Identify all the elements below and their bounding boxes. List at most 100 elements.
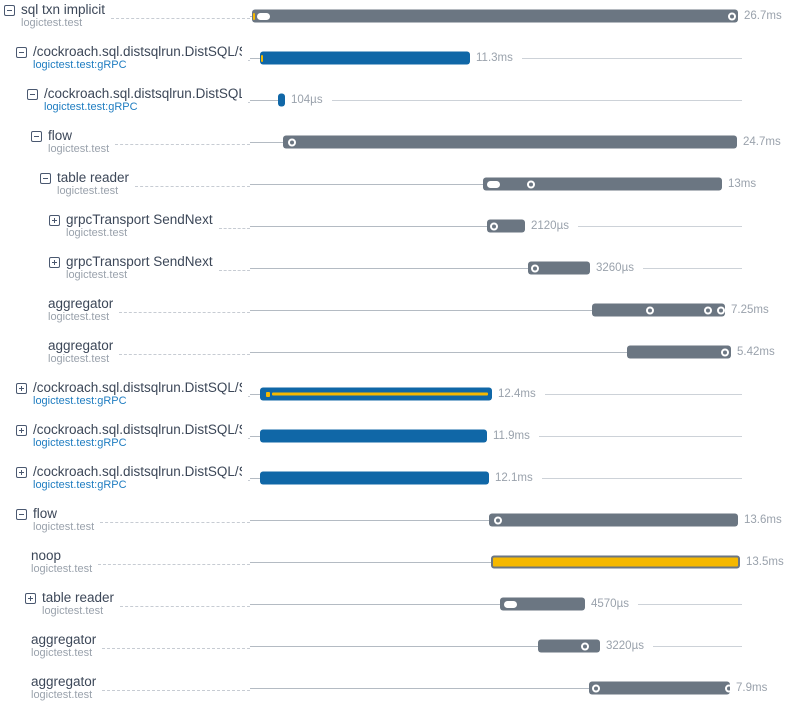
span-title: noop <box>31 548 62 563</box>
span-bar[interactable] <box>589 681 733 695</box>
span-label[interactable]: flow logictest.test <box>0 121 250 163</box>
span-bar[interactable] <box>528 261 590 275</box>
span-row: /cockroach.sql.distsqlrun.DistSQL/Set lo… <box>0 457 786 499</box>
span-bar[interactable] <box>592 303 725 317</box>
span-label[interactable]: table reader logictest.test <box>0 583 250 625</box>
event-marker-dot[interactable] <box>527 180 535 188</box>
span-label-texts: table reader logictest.test <box>42 591 114 618</box>
span-label[interactable]: grpcTransport SendNext logictest.test <box>0 247 250 289</box>
span-duration: 13.6ms <box>744 514 782 526</box>
span-bar[interactable] <box>491 555 740 569</box>
event-marker-dot[interactable] <box>592 684 600 692</box>
collapse-icon[interactable] <box>31 130 42 142</box>
span-bar[interactable] <box>278 93 285 107</box>
span-bar[interactable] <box>260 387 492 401</box>
span-title: flow <box>33 506 58 521</box>
span-subtitle: logictest.test:gRPC <box>33 436 127 449</box>
span-label-texts: /cockroach.sql.distsqlrun.DistSQL/Set lo… <box>33 423 242 450</box>
event-marker-pill[interactable] <box>257 12 270 20</box>
span-label[interactable]: /cockroach.sql.distsqlrun.DistSQL/Set lo… <box>0 457 250 499</box>
span-label-texts: grpcTransport SendNext logictest.test <box>66 255 213 282</box>
span-label[interactable]: grpcTransport SendNext logictest.test <box>0 205 250 247</box>
event-marker-dot[interactable] <box>646 306 654 314</box>
span-bar[interactable] <box>252 9 738 23</box>
span-label[interactable]: aggregator logictest.test <box>0 289 250 331</box>
span-title: flow <box>48 128 73 143</box>
leader-dashes <box>119 353 250 355</box>
span-title: table reader <box>42 590 115 605</box>
span-bar[interactable] <box>489 513 738 527</box>
span-timeline: 104µs <box>250 79 786 121</box>
span-bar[interactable] <box>538 639 600 653</box>
leader-line <box>250 561 491 563</box>
span-bar[interactable] <box>487 219 525 233</box>
collapse-icon[interactable] <box>16 508 27 520</box>
collapse-icon[interactable] <box>40 172 51 184</box>
span-label[interactable]: flow logictest.test <box>0 499 250 541</box>
span-title: aggregator <box>48 338 114 353</box>
span-duration: 3260µs <box>596 262 634 274</box>
span-label[interactable]: /cockroach.sql.distsqlrun.DistSQL/Set lo… <box>0 373 250 415</box>
span-label[interactable]: aggregator logictest.test <box>0 331 250 373</box>
collapse-icon[interactable] <box>4 4 15 16</box>
expand-icon[interactable] <box>49 214 60 226</box>
span-timeline: 26.7ms <box>250 0 786 37</box>
event-marker-dot[interactable] <box>531 264 539 272</box>
leader-dashes <box>102 647 250 649</box>
span-row: noop logictest.test 13.5ms <box>0 541 786 583</box>
span-row: grpcTransport SendNext logictest.test 21… <box>0 205 786 247</box>
span-bar[interactable] <box>260 51 470 65</box>
timeline-line <box>542 477 742 479</box>
span-label[interactable]: /cockroach.sql.distsqlrun.DistSQL/Set lo… <box>0 415 250 457</box>
span-row: flow logictest.test 24.7ms <box>0 121 786 163</box>
event-marker-pill[interactable] <box>504 600 517 608</box>
span-label[interactable]: aggregator logictest.test <box>0 667 250 709</box>
span-title: grpcTransport SendNext <box>66 254 213 269</box>
span-timeline: 13.6ms <box>250 499 786 541</box>
span-bar[interactable] <box>500 597 585 611</box>
expand-icon[interactable] <box>16 424 27 436</box>
span-label[interactable]: table reader logictest.test <box>0 163 250 205</box>
timeline-line <box>653 645 742 647</box>
event-marker-dot[interactable] <box>581 642 589 650</box>
event-marker-pill[interactable] <box>487 180 500 188</box>
expand-icon[interactable] <box>25 592 36 604</box>
collapse-icon[interactable] <box>27 88 38 100</box>
span-timeline: 3260µs <box>250 247 786 289</box>
leader-dashes <box>248 437 250 439</box>
span-bar[interactable] <box>483 177 722 191</box>
span-timeline: 13.5ms <box>250 541 786 583</box>
span-bar[interactable] <box>260 429 487 443</box>
timeline-line <box>332 99 742 101</box>
span-timeline: 7.9ms <box>250 667 786 709</box>
span-label-texts: aggregator logictest.test <box>31 633 96 660</box>
span-row: aggregator logictest.test 3220µs <box>0 625 786 667</box>
event-marker-dot[interactable] <box>717 306 725 314</box>
collapse-icon[interactable] <box>16 46 27 58</box>
event-marker-dot[interactable] <box>725 684 733 692</box>
event-marker-dot[interactable] <box>494 516 502 524</box>
span-bar[interactable] <box>627 345 731 359</box>
span-subtitle: logictest.test:gRPC <box>33 478 127 491</box>
span-title: aggregator <box>31 632 97 647</box>
event-marker-dot[interactable] <box>704 306 712 314</box>
event-marker-dot[interactable] <box>728 12 736 20</box>
span-bar[interactable] <box>283 135 737 149</box>
event-marker-dot[interactable] <box>721 348 729 356</box>
event-marker-dot[interactable] <box>490 222 498 230</box>
span-label[interactable]: /cockroach.sql.distsqlrun.DistSQL/Set lo… <box>0 37 250 79</box>
span-label[interactable]: sql txn implicit logictest.test <box>0 0 250 37</box>
expand-icon[interactable] <box>16 382 27 394</box>
span-subtitle: logictest.test <box>57 184 119 197</box>
expand-icon[interactable] <box>16 466 27 478</box>
span-label-texts: flow logictest.test <box>48 129 109 156</box>
span-timeline: 7.25ms <box>250 289 786 331</box>
span-label[interactable]: /cockroach.sql.distsqlrun.DistSQL/S logi… <box>0 79 250 121</box>
event-marker-dot[interactable] <box>288 138 296 146</box>
span-label[interactable]: aggregator logictest.test <box>0 625 250 667</box>
timeline-line <box>522 57 742 59</box>
span-bar[interactable] <box>260 471 489 485</box>
span-label[interactable]: noop logictest.test <box>0 541 250 583</box>
expand-icon[interactable] <box>49 256 60 268</box>
